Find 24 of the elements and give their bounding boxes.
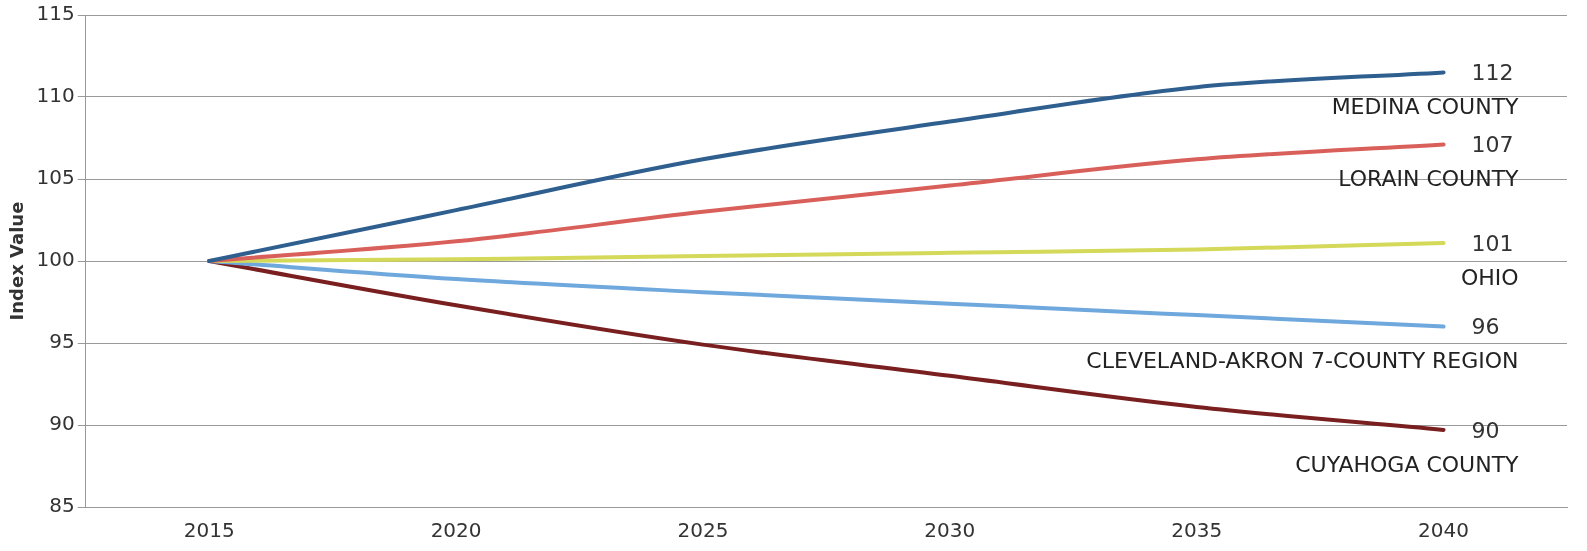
x-tick-label: 2030	[924, 518, 976, 543]
series-label: OHIO	[1460, 264, 1519, 290]
x-tick-label: 2015	[183, 518, 235, 543]
data-label: 107	[1471, 132, 1514, 158]
y-tick-label: 110	[36, 83, 75, 108]
series-label: MEDINA COUNTY	[1331, 94, 1520, 120]
y-tick-label: 100	[36, 247, 75, 272]
y-tick-label: 115	[36, 1, 75, 26]
data-label: 112	[1471, 60, 1514, 86]
x-tick-label: 2035	[1171, 518, 1223, 543]
data-label: 90	[1471, 417, 1500, 443]
y-tick-label: 105	[36, 165, 75, 190]
y-axis-title: Index Value	[6, 201, 28, 321]
series-label: LORAIN COUNTY	[1338, 166, 1520, 192]
data-label: 96	[1471, 314, 1500, 340]
y-tick-label: 95	[49, 329, 75, 354]
y-tick-label: 85	[49, 493, 75, 518]
series-label: CUYAHOGA COUNTY	[1295, 451, 1520, 477]
series-label: CLEVELAND-AKRON 7-COUNTY REGION	[1086, 348, 1519, 374]
y-tick-label: 90	[49, 411, 75, 436]
x-tick-label: 2040	[1418, 518, 1470, 543]
x-tick-label: 2025	[677, 518, 729, 543]
data-label: 101	[1471, 230, 1514, 256]
x-tick-label: 2020	[430, 518, 482, 543]
